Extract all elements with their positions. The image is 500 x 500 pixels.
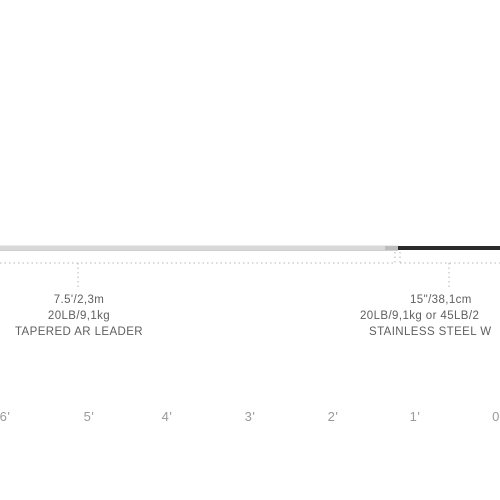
scale-tick: 4' (161, 409, 173, 424)
leader-label: 7.5'/2,3m 20LB/9,1kg TAPERED AR LEADER (1, 292, 157, 340)
scale-tick: 3' (244, 409, 256, 424)
wire-length: 15"/38,1cm (410, 294, 472, 306)
scale-tick: 5' (83, 409, 95, 424)
scale-tick: 2' (327, 409, 339, 424)
leader-strength: 20LB/9,1kg (47, 310, 111, 322)
wire-label: 15"/38,1cm 20LB/9,1kg or 45LB/2 STAINLES… (358, 292, 500, 340)
wire-strength: 20LB/9,1kg or 45LB/2 (360, 310, 480, 322)
scale-tick: 0 (492, 409, 500, 424)
scale-tick: 1' (409, 409, 421, 424)
wire-type: STAINLESS STEEL W (369, 326, 492, 338)
leader-length: 7.5'/2,3m (53, 294, 105, 306)
scale-tick: 6' (0, 409, 11, 424)
leader-type: TAPERED AR LEADER (14, 326, 143, 338)
